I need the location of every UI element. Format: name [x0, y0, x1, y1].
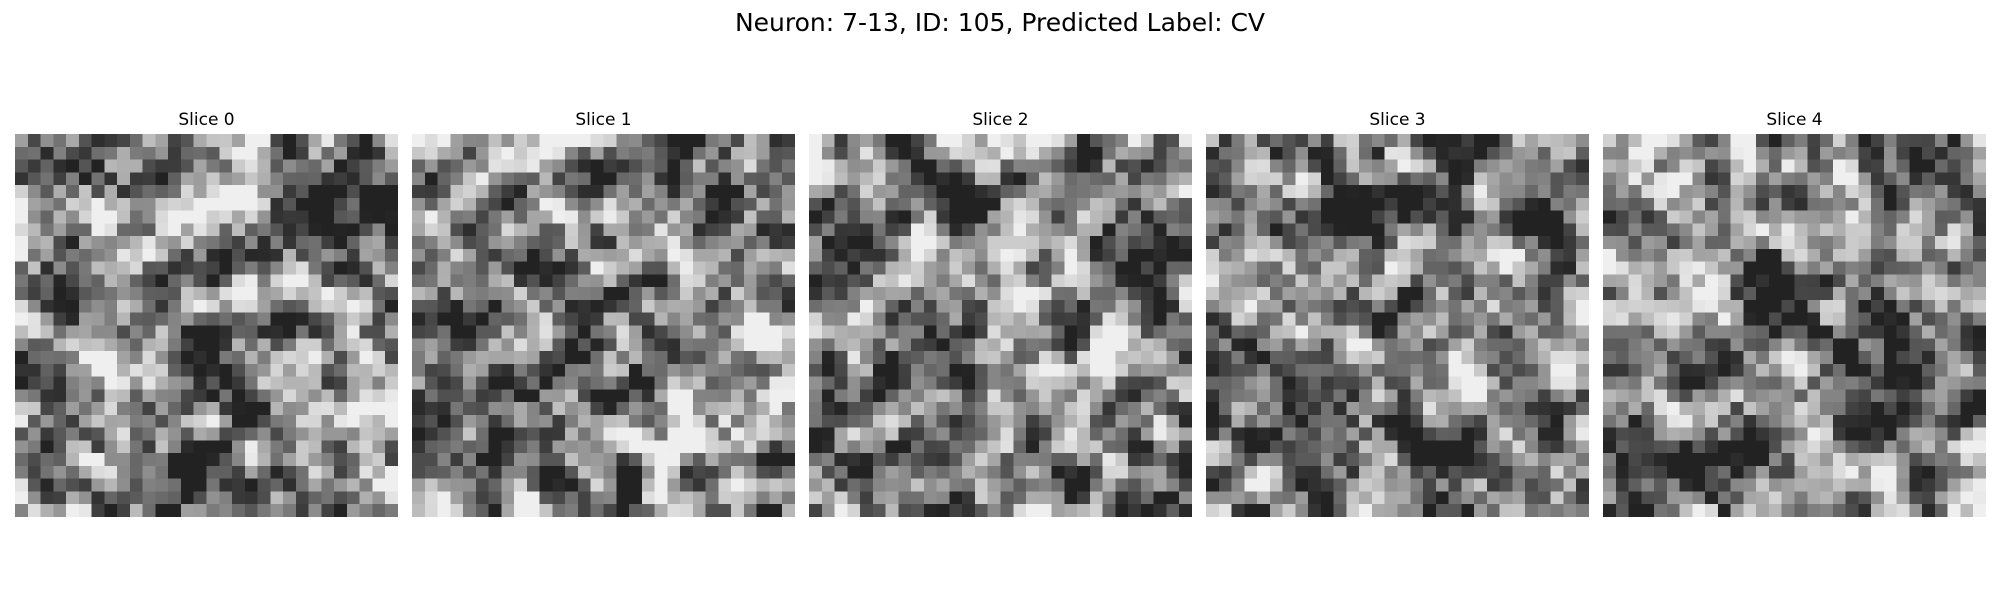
slice-title-4: Slice 4: [1766, 110, 1823, 130]
slice-image-4: [1603, 134, 1986, 517]
slice-image-0: [15, 134, 398, 517]
slice-title-2: Slice 2: [972, 110, 1029, 130]
slice-image-1: [412, 134, 795, 517]
slice-panel-2: Slice 2: [809, 108, 1192, 517]
slice-title-1: Slice 1: [575, 110, 632, 130]
slice-panel-1: Slice 1: [412, 108, 795, 517]
slice-image-3: [1206, 134, 1589, 517]
figure-title: Neuron: 7-13, ID: 105, Predicted Label: …: [734, 8, 1266, 37]
slice-title-3: Slice 3: [1369, 110, 1426, 130]
slice-panel-4: Slice 4: [1603, 108, 1986, 517]
slice-title-0: Slice 0: [178, 110, 235, 130]
slice-panel-3: Slice 3: [1206, 108, 1589, 517]
slice-panel-0: Slice 0: [15, 108, 398, 517]
slice-image-2: [809, 134, 1192, 517]
